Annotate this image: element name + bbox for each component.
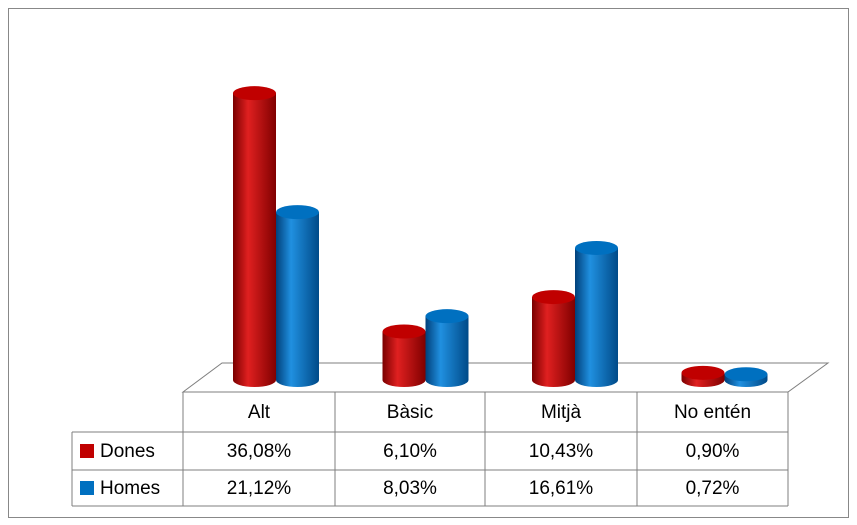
bar-top bbox=[233, 86, 276, 101]
category-label: Mitjà bbox=[541, 402, 582, 423]
value-label: 16,61% bbox=[529, 478, 594, 499]
bar bbox=[425, 309, 469, 387]
value-label: 0,72% bbox=[686, 478, 740, 499]
bar-top bbox=[532, 290, 575, 305]
legend-label: Dones bbox=[100, 441, 155, 462]
chart-border bbox=[8, 8, 849, 518]
value-label: 6,10% bbox=[383, 441, 437, 462]
bar-body bbox=[276, 212, 319, 380]
bar-top bbox=[276, 205, 319, 220]
legend-label: Homes bbox=[100, 478, 160, 499]
bar bbox=[382, 324, 426, 387]
bar-top bbox=[425, 309, 469, 324]
bar-body bbox=[233, 93, 276, 380]
bar bbox=[532, 290, 575, 387]
value-label: 10,43% bbox=[529, 441, 594, 462]
value-label: 36,08% bbox=[227, 441, 292, 462]
legend-swatch bbox=[80, 444, 94, 458]
bar-body bbox=[425, 316, 469, 380]
bar bbox=[724, 367, 768, 387]
bar-top bbox=[382, 324, 426, 339]
bar-body bbox=[575, 247, 618, 380]
value-label: 0,90% bbox=[686, 441, 740, 462]
value-label: 8,03% bbox=[383, 478, 437, 499]
bar bbox=[233, 86, 276, 387]
bar bbox=[681, 365, 725, 387]
bar-top bbox=[681, 365, 725, 380]
category-label: Bàsic bbox=[387, 402, 433, 423]
bar bbox=[575, 240, 618, 387]
bar-body bbox=[532, 297, 575, 380]
bar-body bbox=[382, 331, 426, 380]
legend-swatch bbox=[80, 481, 94, 495]
value-label: 21,12% bbox=[227, 478, 292, 499]
bar bbox=[276, 205, 319, 387]
bar-top bbox=[724, 367, 768, 382]
bar-top bbox=[575, 240, 618, 255]
category-label: No entén bbox=[674, 402, 751, 423]
category-label: Alt bbox=[248, 402, 271, 423]
